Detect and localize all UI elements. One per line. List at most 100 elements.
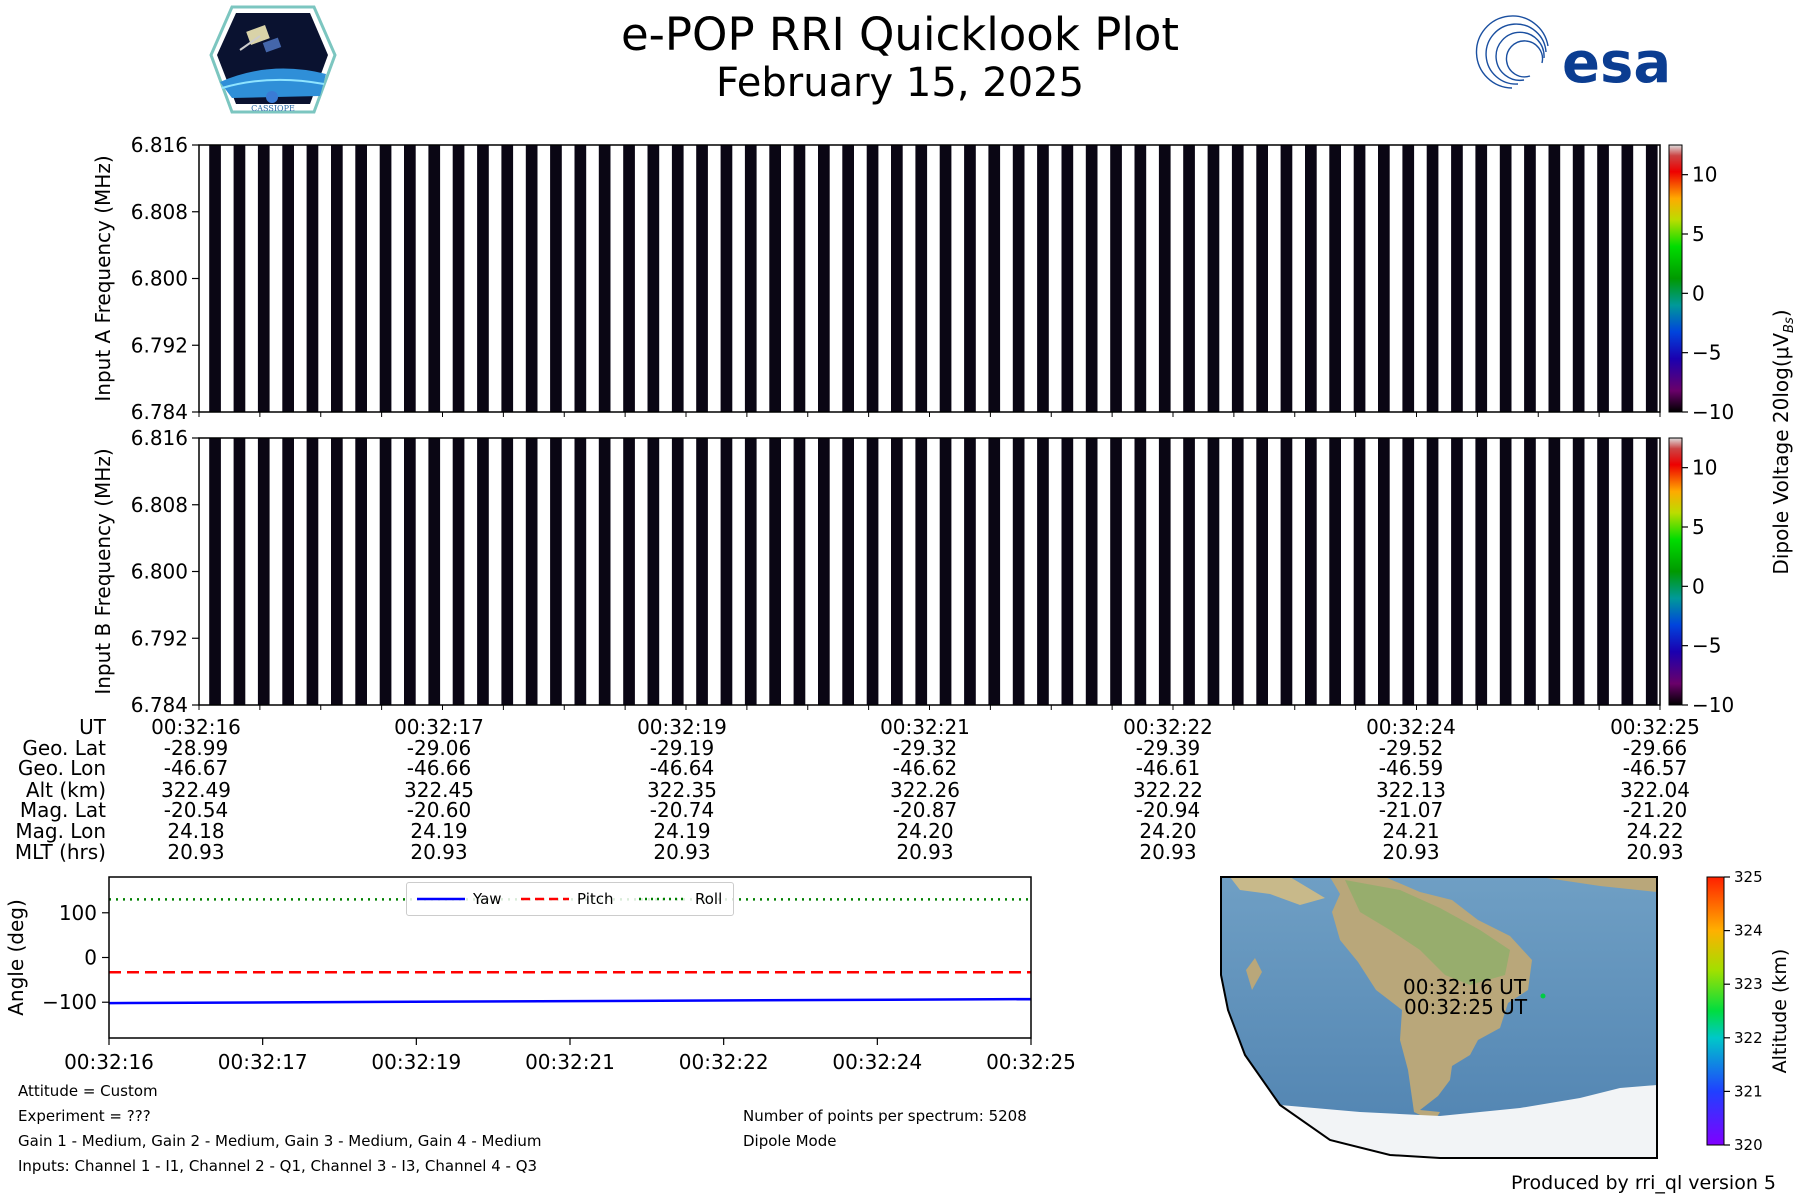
spectrum-stripe — [671, 438, 684, 705]
x-tick-label: 00:32:22 — [679, 1050, 769, 1074]
ephemeris-cell: -28.99 — [164, 736, 228, 760]
spectrum-stripe — [842, 438, 854, 705]
spectrum-stripe — [379, 145, 392, 412]
freq-axis-label: Input B Frequency (MHz) — [91, 448, 115, 694]
spectrum-stripe — [1451, 145, 1463, 412]
attitude-y-label: Angle (deg) — [4, 899, 28, 1016]
freq-tick-label: 6.784 — [131, 693, 188, 717]
colorbar-tick-label: 10 — [1692, 163, 1717, 187]
ephemeris-cell: 00:32:19 — [637, 715, 727, 739]
ephemeris-cell: -29.66 — [1623, 736, 1687, 760]
ephemeris-cell: 322.49 — [161, 778, 231, 802]
legend-line-roll — [639, 897, 687, 901]
spectrogram-background — [199, 145, 1660, 412]
ephemeris-row-label: Mag. Lon — [15, 819, 106, 843]
spectrum-stripe — [282, 438, 294, 705]
legend-entry-yaw: Yaw — [417, 890, 502, 908]
note-gains: Gain 1 - Medium, Gain 2 - Medium, Gain 3… — [18, 1132, 542, 1150]
x-tick-label: 00:32:19 — [371, 1050, 461, 1074]
spectrum-stripe — [1158, 438, 1171, 705]
spectrum-stripe — [598, 438, 611, 705]
ephemeris-cell: 20.93 — [1382, 840, 1439, 864]
spectrum-stripe — [355, 145, 367, 412]
x-tick-label: 00:32:21 — [525, 1050, 615, 1074]
spectrum-stripe — [428, 145, 441, 412]
ephemeris-row-label: MLT (hrs) — [15, 840, 106, 864]
spectrum-stripe — [1061, 145, 1074, 412]
colorbar-tick-label: −10 — [1692, 693, 1734, 717]
spectrum-stripe — [720, 438, 733, 705]
ephemeris-cell: 20.93 — [1626, 840, 1683, 864]
spectrum-stripe — [696, 438, 708, 705]
altitude-tick-label: 324 — [1734, 922, 1763, 940]
ephemeris-cell: 322.04 — [1620, 778, 1690, 802]
dipole-colorbar-b: 10 5 0 −5 −10 — [1668, 437, 1734, 717]
freq-tick-label: 6.784 — [131, 400, 188, 424]
ephemeris-cell: -46.66 — [407, 756, 471, 780]
altitude-tick-label: 325 — [1734, 868, 1763, 886]
spectrum-stripe — [1012, 438, 1025, 705]
spectrum-stripe — [501, 145, 514, 412]
spectrum-stripe — [1572, 145, 1585, 412]
spectrum-stripe — [793, 438, 806, 705]
spectrum-stripe — [647, 145, 660, 412]
spectrum-stripe — [769, 438, 781, 705]
spectrum-stripe — [842, 145, 854, 412]
spectrum-stripe — [574, 438, 587, 705]
spectrum-stripe — [1645, 438, 1658, 705]
ephemeris-cell: -29.39 — [1136, 736, 1200, 760]
ephemeris-cell: -46.59 — [1379, 756, 1443, 780]
map-label-end: 00:32:25 UT — [1404, 995, 1528, 1019]
spectrum-stripe — [550, 145, 562, 412]
spectrum-stripe — [1183, 438, 1195, 705]
ephemeris-cell: 24.22 — [1626, 819, 1683, 843]
freq-tick-label: 6.792 — [131, 626, 188, 650]
ephemeris-cell: 00:32:24 — [1366, 715, 1456, 739]
spectrum-stripe — [1353, 145, 1366, 412]
legend-line-pitch — [521, 897, 569, 901]
ephemeris-cell: 00:32:21 — [880, 715, 970, 739]
spectrum-stripe — [1134, 438, 1147, 705]
spectrum-stripe — [1548, 145, 1561, 412]
spectrum-stripe — [1645, 145, 1658, 412]
spectrum-stripe — [525, 438, 538, 705]
spectrum-stripe — [379, 438, 392, 705]
spectrum-stripe — [769, 145, 781, 412]
spectrum-stripe — [720, 145, 733, 412]
freq-tick-label: 6.808 — [131, 200, 188, 224]
attitude-legend: Yaw Pitch Roll — [406, 882, 734, 916]
spectrum-stripe — [1158, 145, 1171, 412]
ephemeris-row-label: Mag. Lat — [20, 798, 106, 822]
spectrum-stripe — [257, 145, 270, 412]
colorbar-tick-label: 5 — [1692, 515, 1705, 539]
ephemeris-cell: 24.20 — [1139, 819, 1196, 843]
note-experiment: Experiment = ??? — [18, 1107, 151, 1125]
spectrum-stripe — [1499, 145, 1512, 412]
spectrum-stripe — [1548, 438, 1561, 705]
spectrum-stripe — [1402, 438, 1415, 705]
ephemeris-cell: 24.20 — [896, 819, 953, 843]
spectrum-stripe — [282, 145, 294, 412]
note-inputs: Inputs: Channel 1 - I1, Channel 2 - Q1, … — [18, 1157, 538, 1175]
spectrum-stripe — [1353, 438, 1366, 705]
spectrum-stripe — [1110, 145, 1122, 412]
legend-entry-pitch: Pitch — [521, 890, 614, 908]
spectrum-stripe — [1597, 438, 1609, 705]
spectrum-stripe — [477, 145, 489, 412]
altitude-tick-label: 320 — [1734, 1136, 1763, 1154]
spectrum-stripe — [1378, 145, 1390, 412]
dipole-colorbar-a: 10 5 0 −5 −10 — [1668, 144, 1734, 424]
spectrum-stripe — [331, 145, 343, 412]
ephemeris-cell: 322.22 — [1133, 778, 1203, 802]
spectrum-stripe — [891, 145, 903, 412]
spectrum-stripe — [1256, 438, 1268, 705]
produced-by: Produced by rri_ql version 5 — [1511, 1172, 1776, 1194]
ephemeris-row-label: Alt (km) — [26, 778, 106, 802]
spectrum-stripe — [306, 145, 319, 412]
spectrum-stripe — [1256, 145, 1268, 412]
spectrum-stripe — [818, 145, 830, 412]
spectrum-stripe — [818, 438, 830, 705]
note-mode: Dipole Mode — [743, 1132, 837, 1150]
spectrum-stripe — [793, 145, 806, 412]
ephemeris-cell: -46.67 — [164, 756, 228, 780]
